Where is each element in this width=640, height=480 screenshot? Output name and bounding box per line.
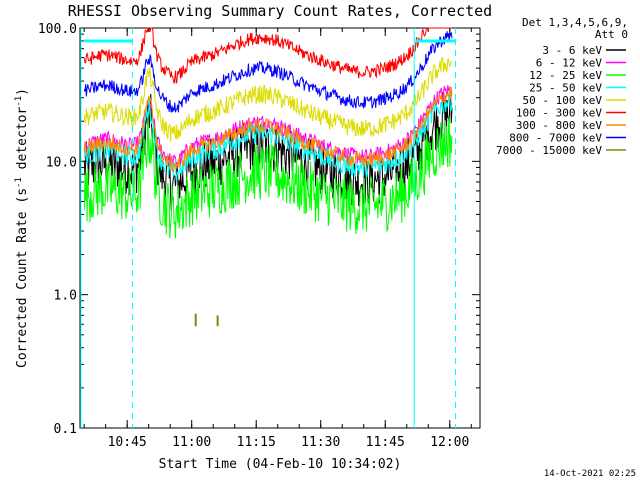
y-axis-label-mid: detector [15,107,30,178]
legend-label: 7000 - 15000 keV [496,144,602,157]
x-tick-label: 12:00 [430,435,469,450]
x-tick-label: 11:45 [366,435,405,450]
legend-label: 6 - 12 keV [536,57,603,70]
series-line [83,31,453,113]
chart-title: RHESSI Observing Summary Count Rates, Co… [68,2,492,20]
y-axis-label-sup1: -1 [14,177,24,188]
legend-label: 50 - 100 keV [523,94,603,107]
series-group [83,27,453,327]
legend-header-2: Att 0 [595,28,628,41]
x-tick-label: 11:00 [172,435,211,450]
legend-label: 12 - 25 keV [529,69,602,82]
series-line [83,111,453,239]
y-axis-label: Corrected Count Rate (s-1 detector-1) [14,88,30,368]
y-tick-label: 0.1 [54,422,77,437]
series-line [83,90,453,181]
legend-label: 800 - 7000 keV [509,132,602,145]
timestamp: 14-Oct-2021 02:25 [544,469,636,479]
y-axis-label-end: ) [15,88,30,96]
legend-label: 3 - 6 keV [542,44,602,57]
plot-area [79,27,481,429]
legend-label: 25 - 50 keV [529,82,602,95]
y-tick-label: 1.0 [54,289,77,304]
overlays [80,28,456,428]
y-axis-label-main: Corrected Count Rate (s [15,188,30,368]
legend-header-1: Det 1,3,4,5,6,9, [522,16,628,29]
y-tick-label: 100.0 [38,22,77,37]
x-tick-label: 10:45 [108,435,147,450]
legend-label: 300 - 800 keV [516,119,602,132]
series-line [83,57,453,142]
series-line [83,87,453,173]
y-tick-label: 10.0 [46,155,77,170]
legend-label: 100 - 300 keV [516,107,602,120]
x-tick-label: 11:15 [237,435,276,450]
y-axis-label-sup2: -1 [14,96,24,107]
x-axis-label: Start Time (04-Feb-10 10:34:02) [159,457,402,472]
x-tick-label: 11:30 [301,435,340,450]
series-line [83,27,452,84]
